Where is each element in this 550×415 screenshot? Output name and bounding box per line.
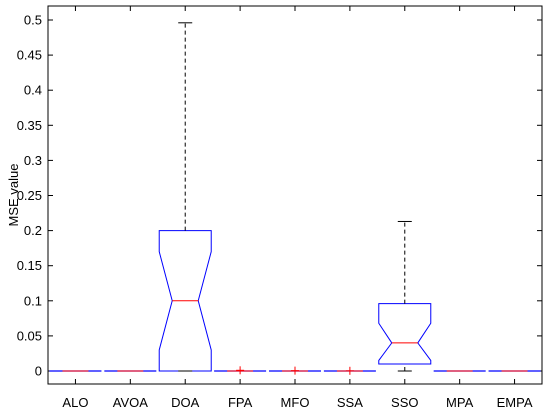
tick-layer: 0 0.05 0.1 0.15 0.2 0.25 0.3 0.35 0.4 0.45 0.5 ALO A… <box>17 6 542 410</box>
x-tick-label: MFO <box>281 395 310 410</box>
box-sso <box>378 220 432 372</box>
y-tick-label: 0.15 <box>17 258 42 273</box>
y-tick-label: 0.2 <box>24 223 42 238</box>
x-tick-label: SSA <box>337 395 363 410</box>
y-tick-label: 0.45 <box>17 48 42 63</box>
x-tick-label: EMPA <box>497 395 533 410</box>
outlier-marker <box>291 366 299 375</box>
box-body <box>158 230 212 372</box>
x-tick-label: DOA <box>171 395 200 410</box>
box-mfo <box>269 366 321 375</box>
x-tick-label: FPA <box>228 395 253 410</box>
y-tick-label: 0.3 <box>24 153 42 168</box>
outlier-marker <box>345 366 354 375</box>
box-body <box>378 303 432 365</box>
x-tick-label: ALO <box>62 395 88 410</box>
box-ssa <box>323 366 376 375</box>
x-tick-label: AVOA <box>113 395 148 410</box>
y-tick-label: 0.5 <box>24 13 42 28</box>
plot-area <box>47 5 543 385</box>
y-tick-label: 0.4 <box>24 83 42 98</box>
y-tick-label: 0.25 <box>17 188 42 203</box>
x-tick-label: SSO <box>391 395 418 410</box>
box-layer <box>49 22 541 375</box>
y-tick-label: 0.35 <box>17 118 42 133</box>
y-tick-label: 0.05 <box>17 328 42 343</box>
y-tick-label: 0.1 <box>24 293 42 308</box>
x-tick-label: MPA <box>446 395 474 410</box>
box-doa <box>158 22 212 372</box>
y-tick-label: 0 <box>35 364 42 379</box>
box-fpa <box>214 366 267 375</box>
outlier-marker <box>236 366 245 375</box>
y-axis-label: MSE value <box>6 164 21 227</box>
